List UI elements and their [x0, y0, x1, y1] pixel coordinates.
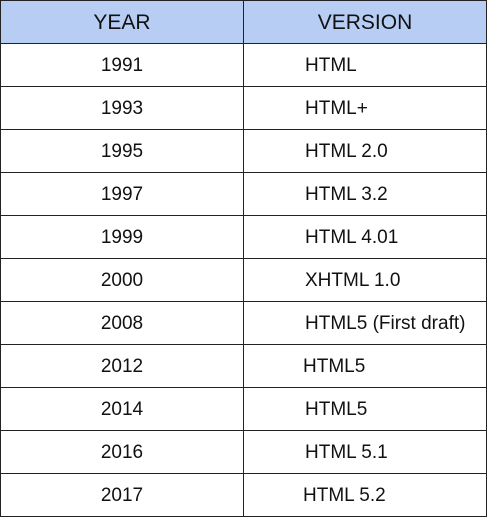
table-row: 2017 HTML 5.2	[0, 473, 487, 517]
version-cell: XHTML 1.0	[243, 258, 487, 302]
version-cell: HTML5	[243, 387, 487, 431]
year-cell: 2008	[0, 301, 244, 345]
version-cell: HTML 5.2	[243, 473, 487, 517]
table-row: 2012 HTML5	[0, 344, 487, 388]
table-row: 1999 HTML 4.01	[0, 215, 487, 259]
table-row: 2016 HTML 5.1	[0, 430, 487, 474]
version-cell: HTML 2.0	[243, 129, 487, 173]
year-cell: 1999	[0, 215, 244, 259]
year-cell: 1993	[0, 86, 244, 130]
year-cell: 2014	[0, 387, 244, 431]
version-column-header: VERSION	[243, 0, 487, 44]
table-row: 1997 HTML 3.2	[0, 172, 487, 216]
version-cell: HTML+	[243, 86, 487, 130]
year-cell: 1997	[0, 172, 244, 216]
year-cell: 1991	[0, 43, 244, 87]
year-cell: 2016	[0, 430, 244, 474]
year-cell: 1995	[0, 129, 244, 173]
table-row: 1993 HTML+	[0, 86, 487, 130]
table-row: 2008 HTML5 (First draft)	[0, 301, 487, 345]
table-row: 2000 XHTML 1.0	[0, 258, 487, 302]
table-body: 1991 HTML 1993 HTML+ 1995 HTML 2.0 1997 …	[0, 43, 487, 517]
table-row: 2014 HTML5	[0, 387, 487, 431]
year-column-header: YEAR	[0, 0, 244, 44]
version-cell: HTML 5.1	[243, 430, 487, 474]
header-row: YEAR VERSION	[0, 0, 487, 44]
version-cell: HTML 4.01	[243, 215, 487, 259]
version-cell: HTML5	[243, 344, 487, 388]
table-row: 1991 HTML	[0, 43, 487, 87]
year-cell: 2000	[0, 258, 244, 302]
version-cell: HTML 3.2	[243, 172, 487, 216]
table-header: YEAR VERSION	[0, 0, 487, 44]
version-cell: HTML	[243, 43, 487, 87]
version-cell: HTML5 (First draft)	[243, 301, 487, 345]
table-row: 1995 HTML 2.0	[0, 129, 487, 173]
year-cell: 2012	[0, 344, 244, 388]
year-cell: 2017	[0, 473, 244, 517]
